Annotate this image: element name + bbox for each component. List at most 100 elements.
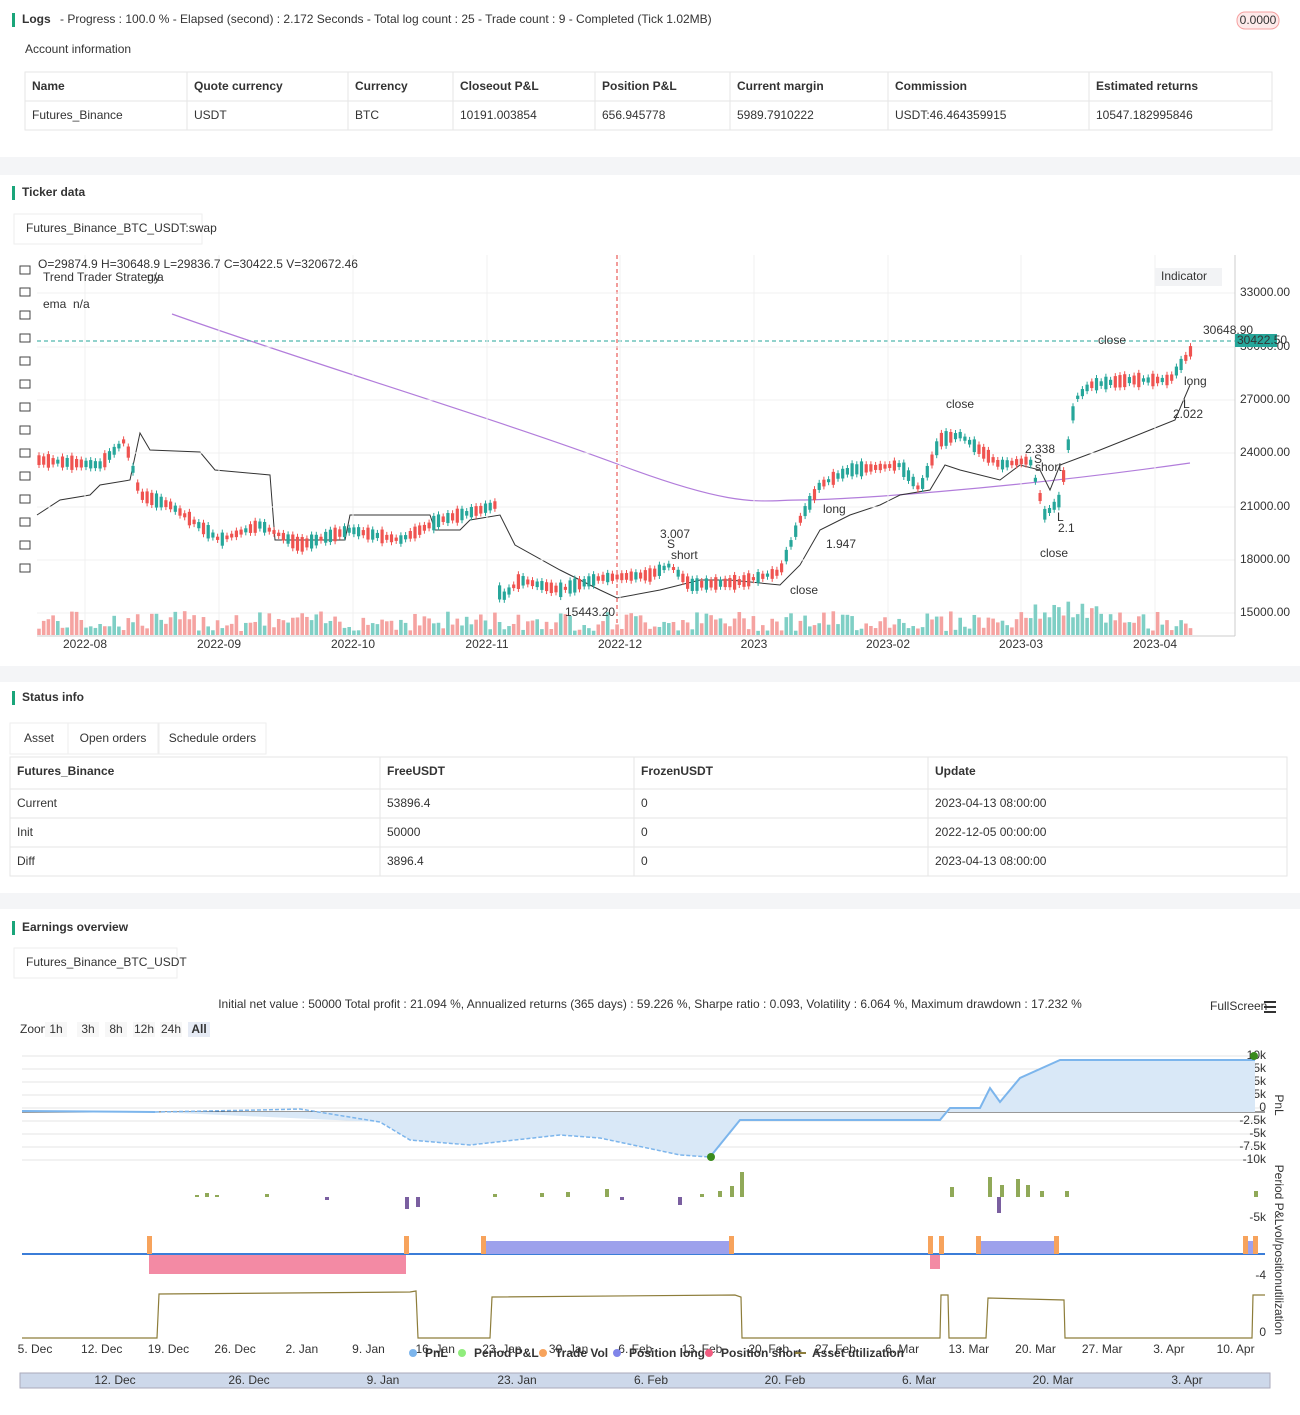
legend-item[interactable]: Trade Vol — [555, 1346, 608, 1360]
tool-icon[interactable] — [19, 333, 31, 343]
tool-icon[interactable] — [19, 402, 31, 412]
volume-bar — [535, 619, 539, 635]
pnl-line — [21, 1110, 156, 1113]
legend-item[interactable]: Position short — [721, 1346, 802, 1360]
zoom-button[interactable] — [160, 1022, 182, 1037]
candle-body — [949, 431, 953, 443]
candle-body — [601, 574, 605, 581]
tab[interactable] — [9, 722, 69, 755]
legend-item[interactable]: Position long — [629, 1346, 705, 1360]
volume-bar — [446, 611, 450, 635]
zoom-button[interactable] — [105, 1022, 127, 1037]
volume-bar — [615, 624, 619, 635]
candle-body — [89, 460, 93, 469]
tab[interactable] — [13, 947, 178, 979]
candle-body — [615, 574, 619, 580]
volume-bar — [521, 629, 525, 635]
volume-bar — [394, 629, 398, 635]
zoom-button[interactable] — [77, 1022, 99, 1037]
volume-bar — [1090, 608, 1094, 635]
period-bar — [1000, 1185, 1004, 1197]
candle-body — [1132, 375, 1136, 385]
table-cell: Diff — [17, 854, 35, 868]
button-label[interactable]: FullScreen — [1210, 999, 1267, 1013]
table-header: Futures_Binance — [17, 764, 115, 778]
volume-bar — [723, 623, 727, 635]
candle-body — [1085, 384, 1089, 392]
tool-icon[interactable] — [19, 540, 31, 550]
candle-body — [1038, 493, 1042, 502]
candle-body — [1137, 372, 1141, 388]
candle-body — [173, 505, 177, 512]
position-long — [978, 1241, 1055, 1254]
volume-bar — [855, 630, 859, 635]
candle-body — [319, 536, 323, 541]
candle-body — [201, 522, 206, 535]
candle-body — [46, 454, 50, 468]
position-short — [930, 1255, 940, 1269]
candle-body — [150, 492, 154, 506]
candle-body — [563, 586, 567, 590]
volume-bar — [338, 621, 342, 635]
candle-body — [169, 501, 173, 510]
y-tick-label: 33000.00 — [1240, 285, 1290, 299]
volume-bar — [887, 627, 892, 635]
candle-body — [639, 572, 643, 579]
tool-icon[interactable] — [19, 425, 31, 435]
navigator-label: 9. Jan — [367, 1373, 400, 1387]
zoom-button[interactable] — [133, 1022, 155, 1037]
candle-body — [761, 573, 765, 579]
table-cell: Futures_Binance — [32, 108, 123, 122]
tab[interactable] — [67, 722, 159, 755]
trade-annotation: long — [823, 502, 846, 516]
table-cell: USDT:46.464359915 — [895, 108, 1007, 122]
y-tick-label: 27000.00 — [1240, 392, 1290, 406]
volume-bar — [450, 624, 455, 635]
candle-body — [418, 525, 422, 535]
tool-icon[interactable] — [19, 310, 31, 320]
zoom-button[interactable] — [45, 1022, 67, 1037]
candle-body — [1118, 375, 1122, 388]
volume-bar — [1127, 622, 1132, 635]
candle-body — [239, 529, 243, 535]
legend-item[interactable]: PnL — [425, 1346, 448, 1360]
x-tick-label: 26. Dec — [214, 1342, 255, 1356]
tool-icon[interactable] — [19, 356, 31, 366]
volume-bar — [695, 612, 699, 635]
y-tick-label: 0 — [1259, 1325, 1266, 1339]
tab[interactable] — [158, 722, 267, 755]
volume-bar — [605, 612, 610, 635]
indicator-button[interactable] — [1155, 268, 1222, 286]
volume-bar — [84, 627, 88, 635]
zoom-button[interactable] — [188, 1022, 210, 1037]
tool-icon[interactable] — [19, 265, 31, 275]
candle-body — [1005, 460, 1009, 468]
candle-body — [65, 457, 69, 467]
x-tick-label: 30. Jan — [549, 1342, 588, 1356]
tool-icon[interactable] — [19, 471, 31, 481]
volume-bar — [883, 617, 887, 635]
legend-text: Trend Trader Strategy — [43, 270, 160, 284]
tool-icon[interactable] — [19, 563, 31, 573]
tab[interactable] — [13, 213, 203, 245]
volume-bar — [972, 614, 977, 635]
legend-item[interactable]: Period P&L — [474, 1346, 539, 1360]
candle-body — [1109, 379, 1113, 386]
trade-annotation: close — [1040, 546, 1068, 560]
volume-bar — [432, 623, 436, 635]
period-bar — [1065, 1191, 1069, 1197]
tool-icon[interactable] — [19, 517, 31, 527]
volume-bar — [281, 620, 286, 635]
legend-value: n/a — [147, 270, 164, 284]
legend-item[interactable]: Asset utilization — [812, 1346, 904, 1360]
volume-bar — [991, 618, 995, 635]
tool-icon[interactable] — [19, 494, 31, 504]
tool-icon[interactable] — [19, 448, 31, 458]
x-tick-label: 2023 — [741, 637, 768, 651]
period-bar — [1254, 1191, 1258, 1197]
price-badge-text: 30422.50 — [1237, 333, 1287, 347]
candle-body — [1052, 501, 1056, 510]
volume-bar — [300, 613, 304, 635]
tool-icon[interactable] — [19, 287, 31, 297]
tool-icon[interactable] — [19, 379, 31, 389]
